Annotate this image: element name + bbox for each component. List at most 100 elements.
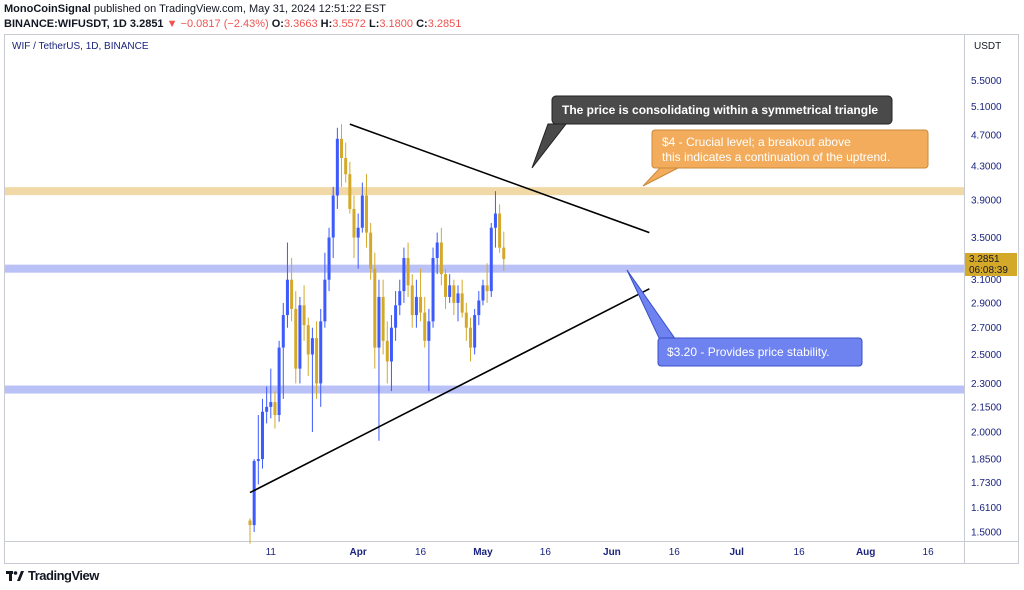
time-tick-label: Jul — [729, 547, 744, 558]
candle-body — [315, 338, 319, 384]
tradingview-brand: TradingView — [28, 568, 99, 583]
candle-body — [256, 459, 260, 461]
candle-body — [468, 327, 472, 348]
candle-body — [277, 347, 281, 416]
candle-body — [419, 296, 423, 313]
candle-body — [265, 406, 269, 412]
candle-body — [389, 327, 393, 362]
candle-body — [290, 279, 294, 309]
candle-body — [306, 325, 310, 355]
open-label: O: — [271, 18, 284, 30]
candles — [248, 124, 506, 544]
candle-body — [473, 315, 477, 348]
time-axis[interactable]: 11 Apr 16 May 16 Jun 16 Jul 16 Aug 16 — [266, 547, 934, 558]
low-label: L: — [368, 18, 380, 30]
candle-body — [360, 195, 364, 228]
candle-body — [502, 247, 506, 260]
time-tick-label: May — [473, 547, 493, 558]
candle-body — [435, 242, 439, 258]
candle-body — [298, 305, 302, 369]
candle-body — [485, 285, 489, 292]
candle-body — [394, 305, 398, 328]
price-tick-label: 2.1500 — [971, 402, 1002, 413]
candle-body — [427, 321, 431, 341]
candle-body — [377, 296, 381, 348]
candle-body — [356, 227, 360, 238]
price-tick-label: 4.3000 — [971, 162, 1002, 173]
callout-level-320[interactable]: $3.20 - Provides price stability. — [626, 269, 863, 367]
candle-body — [273, 402, 277, 416]
symbol-line: BINANCE:WIFUSDT, 1D — [4, 18, 127, 30]
trendline-1[interactable] — [249, 288, 650, 494]
price-tick-label: 5.5000 — [971, 76, 1002, 87]
callout-level-4-line2: this indicates a continuation of the upt… — [662, 150, 890, 164]
trendline-0[interactable] — [349, 123, 650, 234]
published-text: published on TradingView.com, May 31, 20… — [93, 3, 386, 15]
candle-body — [481, 285, 485, 301]
candle-body — [493, 213, 497, 228]
high-label: H: — [320, 18, 333, 30]
candle-body — [344, 158, 348, 175]
candle-body — [294, 308, 298, 369]
price-tick-label: 1.5000 — [971, 527, 1002, 538]
price-tick-label: 3.9000 — [971, 195, 1002, 206]
time-tick-label: 16 — [415, 547, 427, 558]
candle-body — [452, 285, 456, 303]
candle-body — [331, 195, 335, 238]
time-tick-label: 11 — [266, 547, 277, 558]
candle-body — [381, 296, 385, 341]
author-name[interactable]: MonoCoinSignal — [4, 3, 91, 15]
currency-label: USDT — [974, 41, 1001, 52]
candle-body — [348, 174, 352, 209]
price-tick-label: 2.0000 — [971, 428, 1002, 439]
price-axis[interactable]: 5.5000 5.1000 4.7000 4.3000 3.9000 3.5000 3.10… — [971, 76, 1002, 539]
candle-body — [302, 305, 306, 326]
candle-body — [335, 138, 339, 196]
publish-header: MonoCoinSignal published on TradingView.… — [4, 2, 461, 32]
candle-body — [369, 232, 373, 269]
chart-frame — [4, 34, 1019, 564]
candle-body — [464, 312, 468, 328]
candle-body — [310, 338, 314, 355]
time-tick-label: 16 — [540, 547, 552, 558]
price-tick-label: 1.6100 — [971, 503, 1002, 514]
candle-body — [252, 460, 256, 526]
candle-body — [319, 321, 323, 384]
close-value: 3.2851 — [427, 18, 462, 30]
candle-body — [444, 274, 448, 297]
time-tick-label: Apr — [350, 547, 367, 558]
time-tick-label: 16 — [923, 547, 935, 558]
callout-triangle[interactable]: The price is consolidating within a symm… — [531, 95, 893, 169]
level-band-0 — [5, 187, 964, 196]
price-tick-label: 5.1000 — [971, 102, 1002, 113]
candle-body — [410, 285, 414, 316]
price-tick-label: 2.5000 — [971, 350, 1002, 361]
price-tick-label: 3.5000 — [971, 233, 1002, 244]
price-tag-value: 3.2851 — [969, 254, 1000, 265]
tradingview-logo-icon — [6, 570, 24, 581]
price-tick-label: 1.7300 — [971, 478, 1002, 489]
candle-body — [423, 312, 427, 341]
tradingview-footer[interactable]: TradingView — [6, 568, 99, 583]
candle-body — [489, 227, 493, 292]
open-value: 3.3663 — [283, 18, 318, 30]
time-tick-label: 16 — [794, 547, 806, 558]
horizontal-levels — [5, 187, 964, 394]
candle-body — [248, 520, 252, 526]
price-tick-label: 2.7000 — [971, 323, 1002, 334]
price-tag-countdown: 06:08:39 — [969, 265, 1008, 276]
price-tick-label: 3.1000 — [971, 275, 1002, 286]
callout-level-4[interactable]: $4 - Crucial level; a breakout above thi… — [642, 129, 929, 187]
candle-body — [477, 300, 481, 316]
last-price: 3.2851 — [129, 18, 164, 30]
candle-body — [498, 213, 502, 248]
candle-body — [402, 257, 406, 292]
chart-title: WIF / TetherUS, 1D, BINANCE — [12, 41, 149, 52]
price-tick-label: 2.3000 — [971, 379, 1002, 390]
candle-body — [385, 340, 389, 362]
triangle-trendlines — [249, 123, 650, 494]
candle-body — [340, 138, 344, 159]
price-change: ▼ −0.0817 (−2.43%) — [166, 18, 269, 30]
candle-body — [456, 293, 460, 303]
